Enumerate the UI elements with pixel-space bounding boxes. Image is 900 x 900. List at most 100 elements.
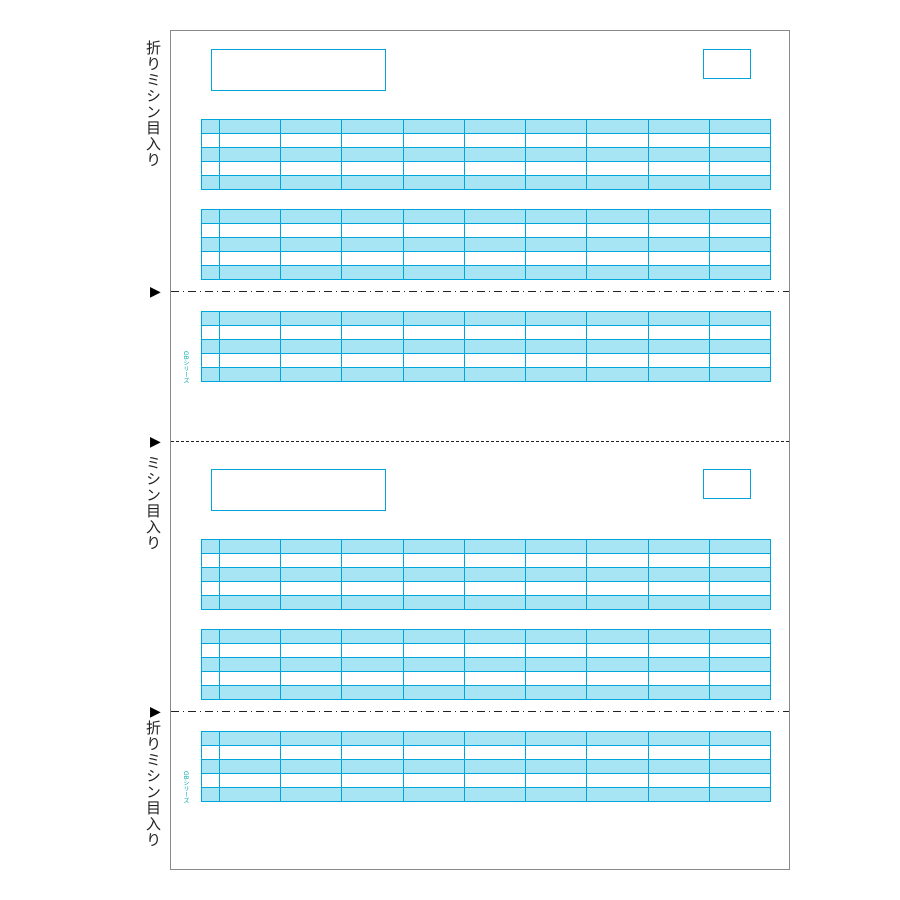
table-row [202,312,771,326]
table-cell [220,658,281,672]
table-cell [342,238,403,252]
table-cell [648,540,709,554]
table-cell [220,368,281,382]
table-cell [403,162,464,176]
table-cell [342,340,403,354]
table-cell [526,176,587,190]
table-cell [464,224,525,238]
table-cell [648,252,709,266]
table-cell [464,582,525,596]
table-cell [220,630,281,644]
table-cell [220,238,281,252]
table-cell [648,644,709,658]
table-cell [526,238,587,252]
table-cell [587,162,648,176]
table-cell [342,162,403,176]
table-cell [281,224,342,238]
table-cell [403,540,464,554]
table-cell [342,630,403,644]
table-cell [202,252,220,266]
table-cell [281,312,342,326]
table-cell [403,732,464,746]
table-cell [403,148,464,162]
table-cell [464,312,525,326]
title-box [211,469,386,511]
table-cell [202,120,220,134]
table-row [202,210,771,224]
table-cell [403,368,464,382]
table-cell [587,540,648,554]
table-row [202,554,771,568]
table-cell [526,368,587,382]
table-cell [648,596,709,610]
table-cell [587,732,648,746]
table-cell [464,354,525,368]
grid-table [201,629,771,700]
table-cell [220,746,281,760]
table-cell [281,554,342,568]
table-cell [342,134,403,148]
table-cell [464,176,525,190]
table-cell [709,732,770,746]
table-cell [202,746,220,760]
table-cell [281,672,342,686]
table-cell [526,630,587,644]
table-cell [342,210,403,224]
table-cell [220,224,281,238]
table-cell [464,596,525,610]
arrow-perf-1: ▶ [150,283,161,300]
table-cell [587,630,648,644]
table-cell [342,354,403,368]
table-cell [220,788,281,802]
table-cell [464,368,525,382]
table-cell [403,554,464,568]
table-row [202,760,771,774]
table-cell [648,312,709,326]
table-cell [464,252,525,266]
table-cell [403,266,464,280]
table-cell [281,354,342,368]
table-cell [526,354,587,368]
table-cell [342,582,403,596]
table-cell [220,732,281,746]
table-cell [526,554,587,568]
table-cell [281,540,342,554]
table-cell [464,540,525,554]
table-row [202,568,771,582]
table-cell [202,134,220,148]
grid-table [201,119,771,190]
table-cell [464,774,525,788]
table-cell [220,774,281,788]
table-row [202,582,771,596]
table-cell [709,176,770,190]
table-cell [464,238,525,252]
table-row [202,732,771,746]
table-cell [648,774,709,788]
table-cell [648,686,709,700]
side-label-mid: ミシン目入り [142,455,163,551]
table-cell [709,266,770,280]
grid-block-1-1 [201,629,771,700]
grid-block-1-2 [201,731,771,802]
table-cell [526,596,587,610]
table-cell [709,354,770,368]
table-cell [648,582,709,596]
table-cell [464,266,525,280]
table-row [202,630,771,644]
table-cell [342,760,403,774]
table-cell [526,788,587,802]
table-cell [342,224,403,238]
table-cell [281,686,342,700]
table-cell [342,596,403,610]
table-cell [526,148,587,162]
grid-table [201,209,771,280]
table-cell [648,224,709,238]
table-cell [648,788,709,802]
table-cell [464,746,525,760]
table-cell [281,266,342,280]
table-cell [587,354,648,368]
table-cell [526,672,587,686]
table-cell [281,134,342,148]
table-cell [403,210,464,224]
table-row [202,134,771,148]
